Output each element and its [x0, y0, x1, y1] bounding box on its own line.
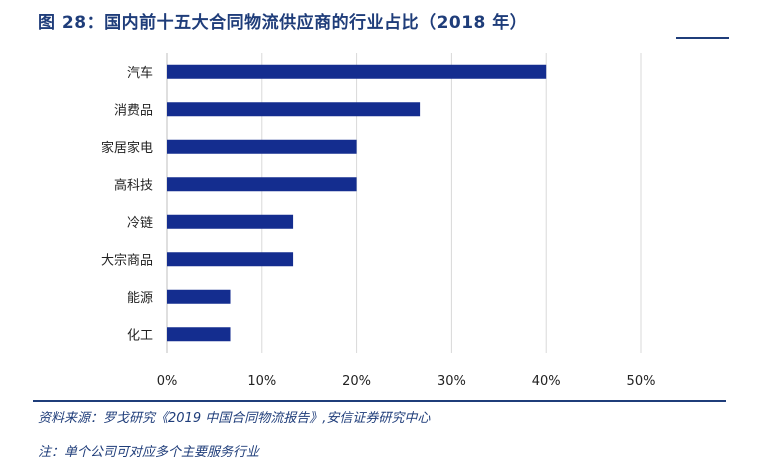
x-tick-label: 30% [437, 374, 466, 389]
source-text: 资料来源：罗戈研究《2019 中国合同物流报告》,安信证券研究中心 [38, 411, 431, 426]
x-tick-label: 20% [342, 374, 371, 389]
bar [167, 102, 421, 117]
bar [167, 214, 294, 229]
x-tick-label: 40% [532, 374, 561, 389]
bar [167, 64, 547, 79]
note-text: 注：单个公司可对应多个主要服务行业 [38, 445, 260, 460]
category-label: 化工 [127, 328, 153, 343]
bar [167, 177, 357, 192]
category-label: 高科技 [114, 177, 153, 193]
category-label: 家居家电 [101, 140, 153, 156]
title-rule [676, 37, 729, 39]
bar [167, 327, 231, 342]
bar [167, 289, 231, 304]
bar [167, 252, 294, 267]
category-label: 汽车 [127, 65, 153, 81]
category-label: 消费品 [114, 103, 153, 118]
footer-rule [33, 400, 726, 402]
figure-title: 图 28：国内前十五大合同物流供应商的行业占比（2018 年） [38, 13, 528, 33]
bar [167, 139, 357, 154]
category-label: 冷链 [127, 216, 153, 231]
x-tick-label: 50% [627, 374, 656, 389]
x-tick-label: 0% [157, 374, 178, 389]
category-label: 能源 [127, 291, 153, 306]
category-label: 大宗商品 [101, 252, 153, 268]
x-tick-label: 10% [247, 374, 276, 389]
